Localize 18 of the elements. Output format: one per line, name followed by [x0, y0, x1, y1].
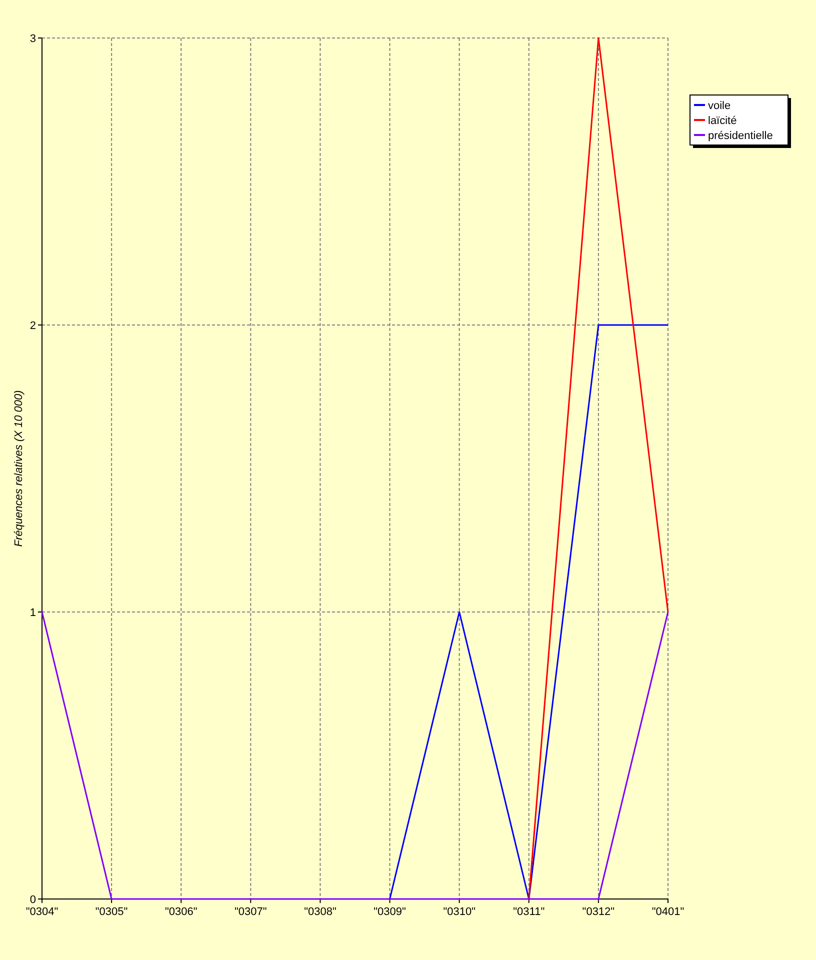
y-tick-label: 1	[30, 606, 36, 619]
x-tick-label: "0306"	[164, 906, 198, 918]
y-tick-label: 0	[30, 894, 36, 906]
y-tick-label: 2	[30, 320, 36, 332]
x-tick-label: "0307"	[234, 906, 267, 918]
x-tick-label: "0304"	[26, 906, 58, 918]
x-tick-label: "0305"	[95, 906, 128, 918]
y-axis-title: Fréquences relatives (X 10 000)	[13, 390, 25, 547]
y-tick-label: 3	[30, 32, 36, 45]
x-tick-label: "0312"	[582, 906, 615, 918]
x-tick-label: "0310"	[443, 906, 476, 918]
legend-label: présidentielle	[708, 130, 773, 142]
x-tick-label: "0311"	[513, 906, 545, 918]
x-tick-label: "0309"	[374, 906, 406, 918]
legend-label: laïcité	[708, 114, 737, 127]
x-tick-label: "0308"	[304, 906, 336, 918]
legend-label: voile	[708, 100, 731, 112]
x-tick-label: "0401"	[652, 906, 684, 918]
